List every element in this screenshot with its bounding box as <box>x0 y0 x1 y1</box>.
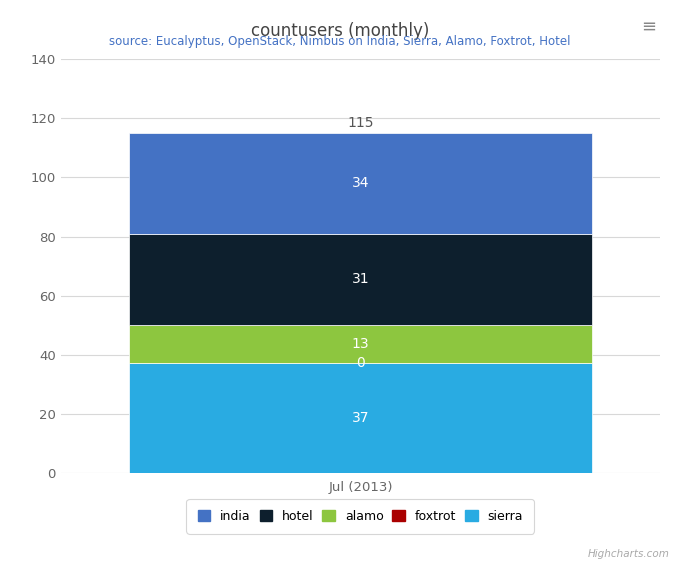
Text: 0: 0 <box>356 357 364 370</box>
Text: 34: 34 <box>352 177 369 190</box>
Text: 13: 13 <box>352 337 369 351</box>
Bar <box>129 363 592 473</box>
Bar <box>129 325 592 363</box>
Text: 115: 115 <box>347 116 373 130</box>
Text: 31: 31 <box>352 272 369 286</box>
Text: source: Eucalyptus, OpenStack, Nimbus on India, Sierra, Alamo, Foxtrot, Hotel: source: Eucalyptus, OpenStack, Nimbus on… <box>109 35 571 48</box>
Text: ≡: ≡ <box>641 18 656 36</box>
Bar <box>129 133 592 234</box>
Legend: india, hotel, alamo, foxtrot, sierra: india, hotel, alamo, foxtrot, sierra <box>190 503 530 530</box>
Text: countusers (monthly): countusers (monthly) <box>251 22 429 40</box>
Bar <box>129 234 592 325</box>
Text: Highcharts.com: Highcharts.com <box>588 549 670 559</box>
Text: 37: 37 <box>352 411 369 425</box>
